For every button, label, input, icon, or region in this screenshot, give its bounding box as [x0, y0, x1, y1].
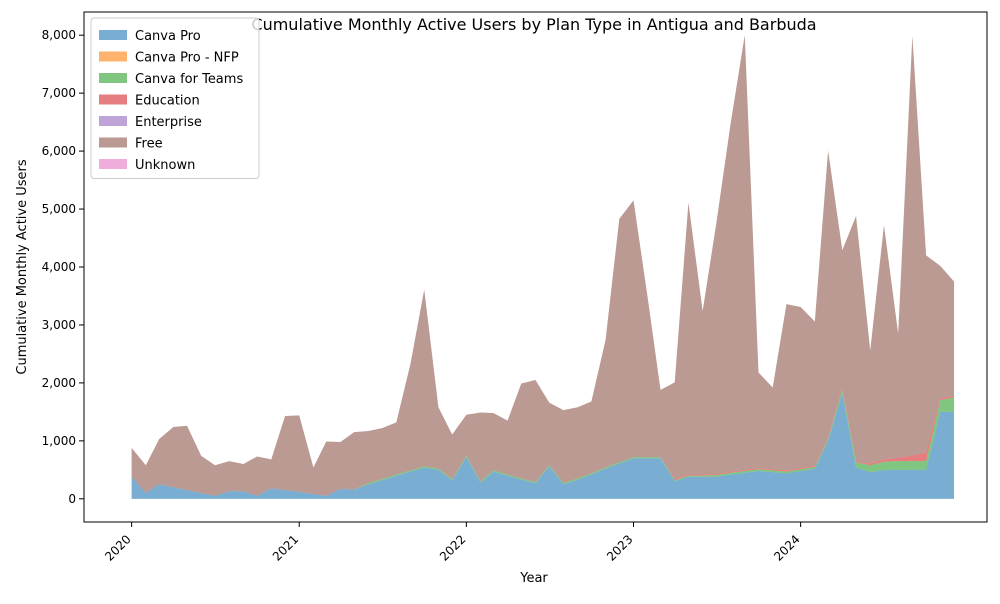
legend-swatch	[99, 159, 127, 169]
legend-swatch	[99, 51, 127, 62]
legend-label: Education	[135, 94, 200, 109]
area-free	[131, 35, 955, 496]
y-tick-label: 5,000	[42, 202, 76, 216]
legend-box	[90, 17, 260, 179]
y-tick-label: 0	[68, 492, 76, 506]
y-tick-label: 8,000	[42, 28, 76, 42]
y-tick-label: 3,000	[42, 318, 76, 332]
legend-swatch	[99, 30, 127, 40]
y-axis: 0 1,000 2,000 3,000 4,000 5,000 6,000 7,000 8,00…	[42, 28, 84, 506]
legend-label: Canva for Teams	[135, 72, 243, 87]
y-tick-label: 4,000	[42, 260, 76, 274]
legend-swatch	[99, 116, 127, 126]
legend: Canva Pro Canva Pro - NFP Canva for Teams E…	[90, 17, 260, 179]
legend-label: Free	[135, 137, 163, 152]
y-tick-label: 7,000	[42, 86, 76, 100]
area-canva-pro	[131, 393, 955, 499]
y-axis-label: Cumulative Monthly Active Users	[15, 159, 30, 374]
legend-swatch	[99, 137, 127, 148]
y-tick-label: 1,000	[42, 434, 76, 448]
chart-title: Cumulative Monthly Active Users by Plan …	[251, 15, 816, 34]
legend-label: Enterprise	[135, 115, 202, 130]
y-tick-label: 2,000	[42, 376, 76, 390]
y-tick-label: 6,000	[42, 144, 76, 158]
area-layers	[131, 35, 955, 499]
x-axis-label: Year	[519, 571, 548, 586]
legend-label: Unknown	[135, 158, 195, 173]
legend-swatch	[99, 73, 127, 83]
legend-label: Canva Pro - NFP	[135, 51, 239, 66]
legend-swatch	[99, 94, 127, 105]
legend-label: Canva Pro	[135, 29, 201, 44]
